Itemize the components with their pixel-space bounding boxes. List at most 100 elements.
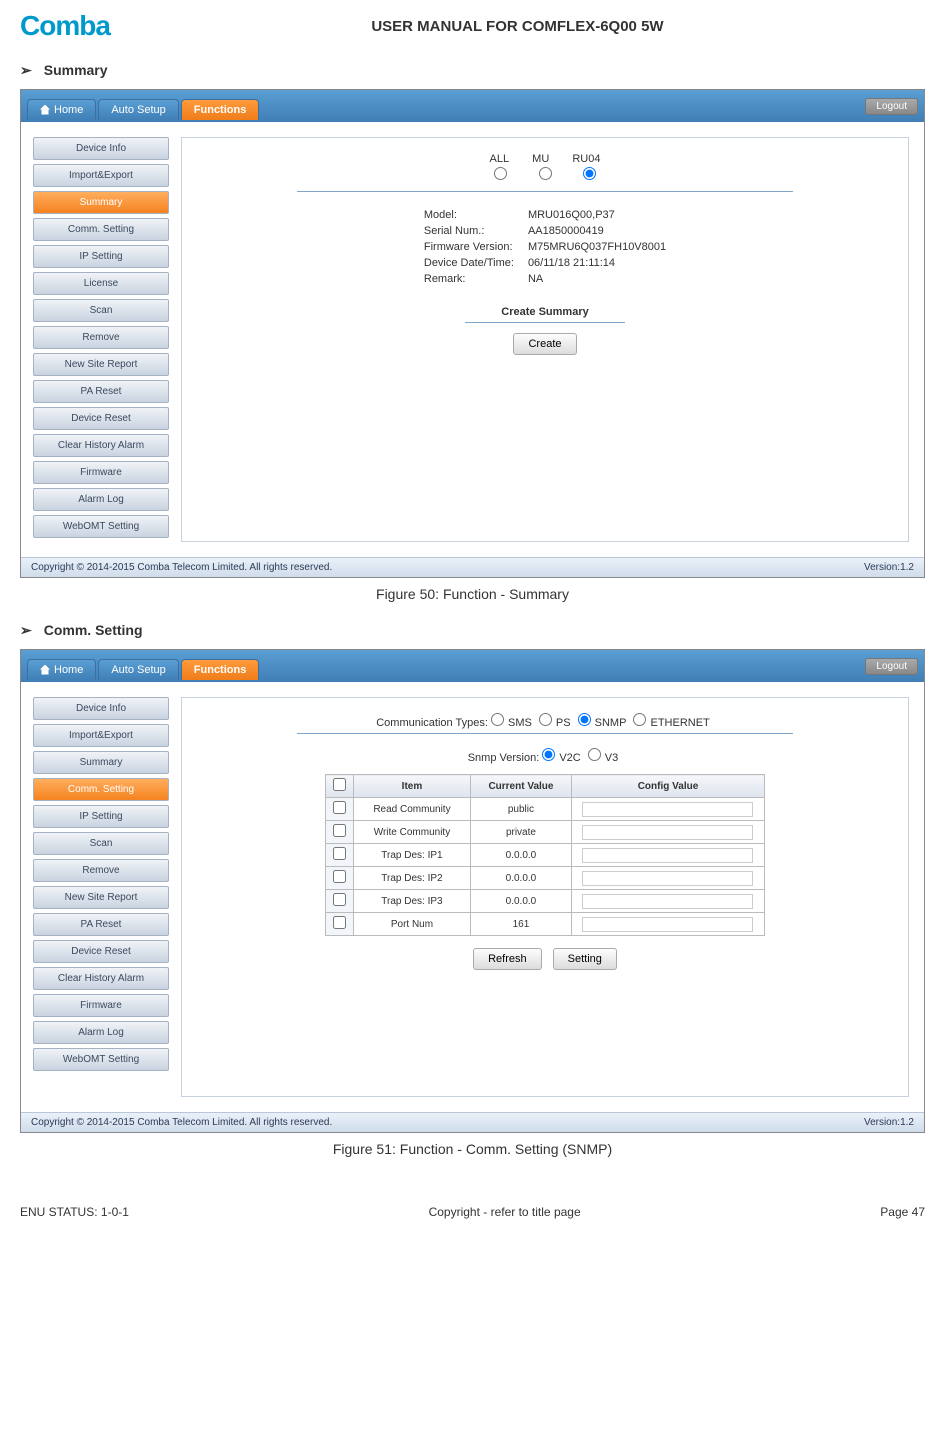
- sidebar-item-device-info-2[interactable]: Device Info: [33, 697, 169, 720]
- device-info-table: Model:MRU016Q00,P37 Serial Num.:AA185000…: [416, 206, 674, 288]
- sidebar-item-license[interactable]: License: [33, 272, 169, 295]
- radio-ps[interactable]: [539, 713, 552, 726]
- sidebar-item-summary[interactable]: Summary: [33, 191, 169, 214]
- input-config-3[interactable]: [582, 871, 753, 886]
- tab-home-2[interactable]: Home: [27, 659, 96, 680]
- snmp-version-label: Snmp Version:: [468, 752, 540, 764]
- input-config-4[interactable]: [582, 894, 753, 909]
- sidebar-item-new-site-report-2[interactable]: New Site Report: [33, 886, 169, 909]
- figure-caption-50: Figure 50: Function - Summary: [0, 586, 945, 602]
- cell-item-0: Read Community: [354, 798, 471, 821]
- sidebar-item-alarm-log[interactable]: Alarm Log: [33, 488, 169, 511]
- tab-home-label: Home: [54, 104, 83, 116]
- radio-all[interactable]: [494, 167, 507, 180]
- logout-button[interactable]: Logout: [865, 98, 918, 115]
- sidebar-item-webomt-setting-2[interactable]: WebOMT Setting: [33, 1048, 169, 1071]
- table-row: Port Num161: [326, 913, 765, 936]
- radio-mu[interactable]: [539, 167, 552, 180]
- version-text: Version:1.2: [864, 562, 914, 573]
- sidebar-item-clear-history-alarm-2[interactable]: Clear History Alarm: [33, 967, 169, 990]
- sidebar-item-device-reset-2[interactable]: Device Reset: [33, 940, 169, 963]
- model-value: MRU016Q00,P37: [522, 208, 672, 222]
- sidebar-item-firmware[interactable]: Firmware: [33, 461, 169, 484]
- sidebar-item-import-export-2[interactable]: Import&Export: [33, 724, 169, 747]
- input-config-2[interactable]: [582, 848, 753, 863]
- divider-short: [465, 322, 625, 323]
- create-button[interactable]: Create: [513, 333, 576, 355]
- enu-status: ENU STATUS: 1-0-1: [20, 1205, 129, 1219]
- sidebar-item-comm-setting-2[interactable]: Comm. Setting: [33, 778, 169, 801]
- cell-val-0: public: [470, 798, 571, 821]
- sidebar-item-pa-reset-2[interactable]: PA Reset: [33, 913, 169, 936]
- logout-button-2[interactable]: Logout: [865, 658, 918, 675]
- sidebar-item-alarm-log-2[interactable]: Alarm Log: [33, 1021, 169, 1044]
- th-current: Current Value: [470, 775, 571, 798]
- sidebar-item-remove-2[interactable]: Remove: [33, 859, 169, 882]
- sidebar-item-pa-reset[interactable]: PA Reset: [33, 380, 169, 403]
- sidebar-item-ip-setting[interactable]: IP Setting: [33, 245, 169, 268]
- tab-auto-setup-2[interactable]: Auto Setup: [98, 659, 178, 680]
- label-v3: V3: [605, 752, 618, 764]
- sidebar-item-import-export[interactable]: Import&Export: [33, 164, 169, 187]
- tabbar: Home Auto Setup Functions Logout: [21, 90, 924, 122]
- checkbox-row-3[interactable]: [333, 870, 346, 883]
- table-row: Trap Des: IP30.0.0.0: [326, 890, 765, 913]
- remark-value: NA: [522, 272, 672, 286]
- date-value: 06/11/18 21:11:14: [522, 256, 672, 270]
- sidebar-item-summary-2[interactable]: Summary: [33, 751, 169, 774]
- tab-auto-setup[interactable]: Auto Setup: [98, 99, 178, 120]
- radio-snmp[interactable]: [578, 713, 591, 726]
- sidebar-item-webomt-setting[interactable]: WebOMT Setting: [33, 515, 169, 538]
- date-label: Device Date/Time:: [418, 256, 520, 270]
- checkbox-row-4[interactable]: [333, 893, 346, 906]
- radio-v2c[interactable]: [542, 748, 555, 761]
- input-config-1[interactable]: [582, 825, 753, 840]
- sidebar-item-new-site-report[interactable]: New Site Report: [33, 353, 169, 376]
- tab-home[interactable]: Home: [27, 99, 96, 120]
- cell-item-2: Trap Des: IP1: [354, 844, 471, 867]
- sidebar-item-firmware-2[interactable]: Firmware: [33, 994, 169, 1017]
- page-footer: ENU STATUS: 1-0-1 Copyright - refer to t…: [0, 1187, 945, 1229]
- input-config-0[interactable]: [582, 802, 753, 817]
- content-comm: Communication Types: SMS PS SNMP ETHERNE…: [181, 697, 909, 1097]
- checkbox-row-5[interactable]: [333, 916, 346, 929]
- copyright-text-2: Copyright © 2014-2015 Comba Telecom Limi…: [31, 1117, 332, 1128]
- comm-types-label: Communication Types:: [376, 717, 488, 729]
- logo-text: Comba: [20, 10, 110, 42]
- radio-v3[interactable]: [588, 748, 601, 761]
- sidebar-item-clear-history-alarm[interactable]: Clear History Alarm: [33, 434, 169, 457]
- sidebar-item-remove[interactable]: Remove: [33, 326, 169, 349]
- radio-ethernet[interactable]: [633, 713, 646, 726]
- input-config-5[interactable]: [582, 917, 753, 932]
- checkbox-header[interactable]: [333, 778, 346, 791]
- label-snmp: SNMP: [595, 717, 627, 729]
- tabbar-2: Home Auto Setup Functions Logout: [21, 650, 924, 682]
- serial-value: AA1850000419: [522, 224, 672, 238]
- sidebar-item-device-reset[interactable]: Device Reset: [33, 407, 169, 430]
- manual-title: USER MANUAL FOR COMFLEX-6Q00 5W: [110, 18, 925, 35]
- sidebar: Device Info Import&Export Summary Comm. …: [21, 122, 181, 557]
- sidebar-item-scan-2[interactable]: Scan: [33, 832, 169, 855]
- tab-functions-2[interactable]: Functions: [181, 659, 260, 680]
- label-ethernet: ETHERNET: [650, 717, 709, 729]
- th-config: Config Value: [571, 775, 764, 798]
- checkbox-row-2[interactable]: [333, 847, 346, 860]
- radio-ru04[interactable]: [583, 167, 596, 180]
- cell-val-2: 0.0.0.0: [470, 844, 571, 867]
- divider: [297, 191, 793, 192]
- app-frame-comm: Home Auto Setup Functions Logout Device …: [20, 649, 925, 1133]
- sidebar-item-scan[interactable]: Scan: [33, 299, 169, 322]
- sidebar-item-comm-setting[interactable]: Comm. Setting: [33, 218, 169, 241]
- sidebar-item-device-info[interactable]: Device Info: [33, 137, 169, 160]
- setting-button[interactable]: Setting: [553, 948, 617, 970]
- refresh-button[interactable]: Refresh: [473, 948, 542, 970]
- version-text-2: Version:1.2: [864, 1117, 914, 1128]
- sidebar-item-ip-setting-2[interactable]: IP Setting: [33, 805, 169, 828]
- checkbox-row-0[interactable]: [333, 801, 346, 814]
- radio-sms[interactable]: [491, 713, 504, 726]
- checkbox-row-1[interactable]: [333, 824, 346, 837]
- tab-functions[interactable]: Functions: [181, 99, 260, 120]
- cell-item-3: Trap Des: IP2: [354, 867, 471, 890]
- divider-comm: [297, 733, 793, 734]
- section-heading-comm: Comm. Setting: [20, 622, 945, 639]
